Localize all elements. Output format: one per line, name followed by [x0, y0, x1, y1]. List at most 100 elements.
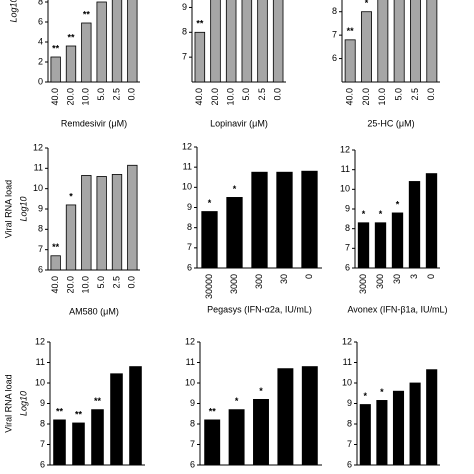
- y-tick-label: 12: [340, 144, 350, 154]
- bar: [241, 0, 253, 83]
- significance-label: **: [94, 396, 102, 406]
- bar: [276, 171, 293, 269]
- bar: [253, 398, 269, 466]
- y-tick-label: 12: [35, 336, 45, 346]
- y-axis-label: Log10: [8, 0, 18, 23]
- x-tick-label: 30: [392, 274, 402, 284]
- bar: [409, 382, 421, 466]
- significance-label: **: [67, 32, 75, 42]
- bar: [426, 369, 438, 466]
- bar: [391, 212, 404, 269]
- y-tick-label: 6: [40, 459, 45, 469]
- y-tick-label: 6: [347, 459, 352, 469]
- bar: [408, 181, 421, 269]
- x-tick-label: 40.0: [194, 88, 204, 106]
- significance-label: **: [56, 406, 64, 416]
- y-tick-label: 6: [38, 264, 43, 274]
- x-tick-label: 5.0: [96, 276, 106, 289]
- x-axis-label: Avonex (IFN-β1a, IU/mL): [347, 304, 447, 314]
- x-tick-label: 2.5: [410, 88, 420, 101]
- bar: [127, 164, 138, 271]
- y-axis-label: Log10: [18, 391, 28, 416]
- x-tick-label: 2.5: [111, 88, 121, 101]
- y-tick-label: 8: [187, 222, 192, 232]
- x-axis-label: 25-HC (μM): [367, 118, 414, 128]
- y-tick-label: 8: [182, 27, 187, 37]
- bar: [410, 0, 421, 83]
- y-tick-label: 9: [182, 2, 187, 12]
- y-tick-label: 9: [38, 203, 43, 213]
- significance-label: *: [380, 387, 384, 397]
- y-tick-label: 8: [345, 223, 350, 233]
- bar: [376, 400, 388, 466]
- y-tick-label: 8: [38, 0, 43, 6]
- bar: [53, 419, 66, 466]
- significance-label: **: [196, 19, 204, 29]
- y-tick-label: 8: [347, 418, 352, 428]
- x-axis-label: AM580 (μM): [69, 306, 119, 316]
- y-tick-label: 10: [340, 184, 350, 194]
- x-tick-label: 0.0: [273, 88, 283, 101]
- significance-label: *: [233, 184, 237, 194]
- bar: [65, 204, 77, 271]
- x-tick-label: 20.0: [210, 88, 220, 106]
- y-tick-label: 9: [40, 398, 45, 408]
- y-tick-label: 6: [190, 459, 195, 469]
- y-tick-label: 7: [190, 439, 195, 449]
- y-tick-label: 11: [341, 164, 350, 174]
- significance-label: **: [209, 406, 217, 416]
- y-tick-label: 8: [40, 418, 45, 428]
- y-tick-label: 9: [190, 398, 195, 408]
- y-tick-label: 7: [187, 242, 192, 252]
- y-tick-label: 10: [185, 377, 195, 387]
- bar: [96, 1, 107, 83]
- significance-label: **: [52, 242, 60, 252]
- y-tick-label: 6: [187, 262, 192, 272]
- bar: [359, 404, 371, 466]
- significance-label: *: [208, 198, 212, 208]
- y-tick-label: 12: [185, 336, 195, 346]
- bar: [50, 255, 61, 271]
- x-tick-label: 2.5: [257, 88, 267, 101]
- y-tick-label: 9: [187, 202, 192, 212]
- bar: [225, 0, 237, 83]
- significance-label: *: [259, 386, 263, 396]
- y-axis-label: Viral RNA load: [3, 180, 13, 238]
- x-tick-label: 5.0: [96, 88, 106, 101]
- bar: [194, 31, 206, 83]
- y-tick-label: 11: [186, 357, 195, 367]
- x-axis-label: Lopinavir (μM): [210, 118, 268, 128]
- x-tick-label: 40.0: [50, 88, 60, 106]
- x-tick-label: 40.0: [50, 276, 60, 294]
- y-tick-label: 11: [36, 357, 45, 367]
- significance-label: **: [347, 26, 355, 36]
- x-tick-label: 3: [409, 274, 419, 279]
- significance-label: **: [52, 43, 60, 53]
- x-tick-label: 5.0: [241, 88, 251, 101]
- y-tick-label: 8: [332, 6, 337, 16]
- x-tick-label: 0: [426, 274, 436, 279]
- x-tick-label: 2.5: [111, 276, 121, 289]
- bar: [272, 0, 284, 83]
- bar: [210, 0, 221, 83]
- x-tick-label: 20.0: [65, 88, 75, 106]
- y-tick-label: 11: [34, 163, 43, 173]
- x-tick-label: 0.0: [127, 88, 137, 101]
- bar: [426, 0, 438, 83]
- bar: [96, 176, 107, 271]
- x-tick-label: 300: [254, 274, 264, 289]
- x-tick-label: 5.0: [394, 88, 404, 101]
- y-tick-label: 10: [33, 183, 43, 193]
- bar: [127, 0, 138, 83]
- y-tick-label: 4: [38, 36, 43, 46]
- x-tick-label: 10.0: [81, 276, 91, 294]
- bar: [393, 0, 405, 83]
- y-tick-label: 7: [38, 244, 43, 254]
- bar: [277, 368, 294, 466]
- x-tick-label: 0.0: [127, 276, 137, 289]
- bar: [357, 222, 370, 269]
- y-tick-label: 12: [33, 142, 43, 152]
- y-tick-label: 10: [35, 377, 45, 387]
- bar: [377, 0, 389, 83]
